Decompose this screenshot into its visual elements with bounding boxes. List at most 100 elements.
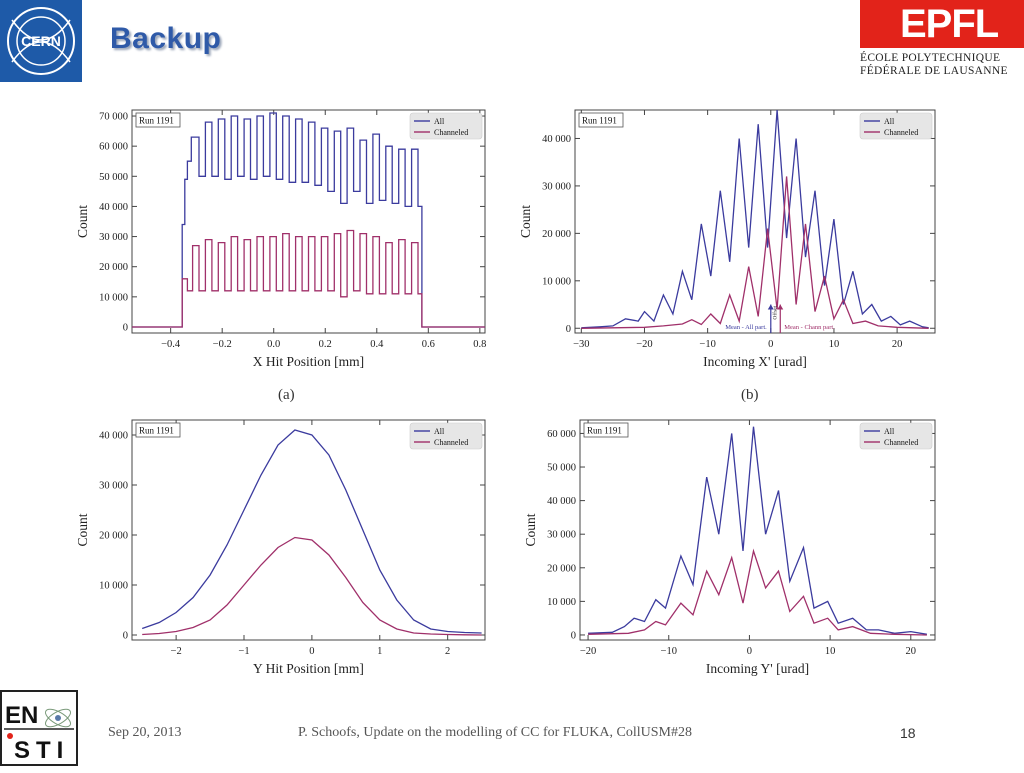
series-line-channeled (581, 176, 929, 329)
epfl-name-line1: ÉCOLE POLYTECHNIQUE (860, 52, 1001, 64)
offset-label: Offset (772, 305, 779, 319)
x-tick-label: 0 (768, 339, 773, 350)
x-axis-label: Y Hit Position [mm] (253, 661, 364, 676)
x-tick-label: 1 (377, 646, 382, 657)
chart-x-hit-position: 0 10 000 20 000 30 000 40 000 50 000 60 000 70 … (75, 109, 486, 369)
en-sti-logo-row1: EN (5, 702, 38, 729)
y-axis-label: Count (75, 513, 90, 546)
x-tick-label: 0.8 (473, 339, 486, 350)
y-tick-label: 40 000 (99, 431, 128, 442)
y-tick-label: 20 000 (99, 262, 128, 273)
y-tick-label: 30 000 (99, 481, 128, 492)
run-label-box (578, 112, 624, 128)
x-tick-label: −1 (238, 646, 249, 657)
x-tick-label: −0.4 (161, 339, 181, 350)
y-tick-label: 20 000 (99, 531, 128, 542)
series-line-all (581, 109, 929, 329)
plot-frame (574, 109, 936, 334)
run-label: Run 1191 (587, 426, 622, 436)
x-tick-label: 10 (829, 339, 840, 350)
plot-frame (131, 419, 486, 641)
mean-all-label: Mean - All part. (725, 324, 767, 331)
run-label-box (135, 422, 181, 438)
x-tick-label: −20 (580, 646, 596, 657)
x-tick-label: −10 (699, 339, 715, 350)
x-tick-label: 0.2 (319, 339, 332, 350)
epfl-name-line2: FÉDÉRALE DE LAUSANNE (860, 65, 1008, 77)
x-tick-label: 20 (906, 646, 917, 657)
y-tick-label: 40 000 (542, 134, 571, 145)
series-line-all (588, 426, 928, 635)
footer-date: Sep 20, 2013 (108, 725, 182, 740)
y-tick-label: 0 (571, 630, 576, 641)
chart-incoming-x-prime: 0 10 000 20 000 30 000 40 000 −30 −20 −10 0 10 20 I… (520, 109, 936, 369)
run-label-box (135, 112, 181, 128)
x-tick-label: 2 (445, 646, 450, 657)
cern-logo: CERN (0, 0, 82, 82)
x-tick-label: 10 (825, 646, 836, 657)
series-line-channeled (142, 536, 482, 636)
legend-label-channeled: Channeled (434, 128, 468, 137)
run-label: Run 1191 (139, 116, 174, 126)
mean-chann-label: Mean - Chann part. (784, 324, 835, 331)
y-tick-label: 50 000 (99, 172, 128, 183)
y-tick-label: 10 000 (99, 292, 128, 303)
y-tick-label: 20 000 (547, 563, 576, 574)
y-tick-label: 20 000 (542, 229, 571, 240)
x-tick-label: −2 (171, 646, 182, 657)
y-tick-label: 10 000 (547, 597, 576, 608)
sublabel-a: (a) (278, 387, 295, 403)
legend-label-channeled: Channeled (434, 438, 468, 447)
y-tick-label: 0 (123, 631, 128, 642)
series-line-all (132, 112, 485, 328)
run-label: Run 1191 (139, 426, 174, 436)
x-tick-label: 0 (309, 646, 314, 657)
x-tick-label: −10 (661, 646, 677, 657)
x-tick-label: −0.2 (213, 339, 232, 350)
y-tick-label: 70 000 (99, 112, 128, 123)
epfl-logo: EPFL ÉCOLE POLYTECHNIQUE FÉDÉRALE DE LAU… (860, 0, 1024, 80)
x-tick-label: 20 (892, 339, 903, 350)
x-axis-label: Incoming X' [urad] (703, 354, 807, 369)
x-tick-label: −30 (573, 339, 589, 350)
x-axis-label: X Hit Position [mm] (253, 354, 364, 369)
legend-label-channeled: Channeled (884, 438, 918, 447)
x-tick-label: −20 (636, 339, 652, 350)
y-tick-label: 40 000 (547, 496, 576, 507)
y-axis-label: Count (75, 205, 90, 238)
chart-incoming-y-prime: 0 10 000 20 000 30 000 40 000 50 000 60 000 −20… (523, 419, 936, 676)
en-sti-logo-row2: STI (14, 737, 69, 764)
legend-label-all: All (434, 117, 445, 126)
x-tick-label: 0 (747, 646, 752, 657)
en-sti-logo: EN STI (0, 690, 80, 768)
y-tick-label: 0 (566, 324, 571, 335)
run-label: Run 1191 (582, 116, 617, 126)
x-axis-label: Incoming Y' [urad] (706, 661, 809, 676)
cern-logo-text: CERN (21, 33, 61, 49)
y-tick-label: 50 000 (547, 463, 576, 474)
y-tick-label: 60 000 (99, 142, 128, 153)
y-tick-label: 10 000 (542, 276, 571, 287)
x-tick-label: 0.6 (422, 339, 435, 350)
mean-all-arrowhead (767, 304, 774, 310)
y-tick-label: 0 (123, 322, 128, 333)
mean-chann-arrowhead (777, 304, 784, 310)
y-tick-label: 60 000 (547, 429, 576, 440)
legend-label-channeled: Channeled (884, 128, 918, 137)
y-axis-label: Count (520, 205, 533, 238)
sublabel-b: (b) (741, 387, 759, 403)
epfl-logo-word: EPFL (900, 2, 999, 46)
y-tick-label: 30 000 (99, 232, 128, 243)
series-line-channeled (588, 548, 927, 636)
y-tick-label: 30 000 (547, 530, 576, 541)
page-number: 18 (900, 725, 916, 741)
plot-frame (579, 419, 936, 641)
y-axis-label: Count (523, 513, 538, 546)
slide-title: Backup (110, 22, 222, 55)
footer-text: P. Schoofs, Update on the modelling of C… (298, 725, 692, 740)
legend-label-all: All (884, 117, 895, 126)
x-tick-label: 0.0 (267, 339, 280, 350)
legend-label-all: All (434, 427, 445, 436)
series-line-all (141, 429, 482, 634)
y-tick-label: 10 000 (99, 581, 128, 592)
